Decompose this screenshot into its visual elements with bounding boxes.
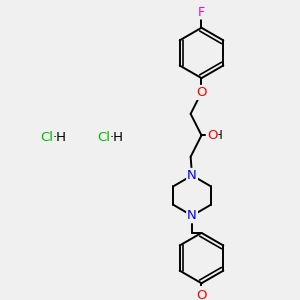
Text: ·H: ·H bbox=[53, 131, 67, 144]
Text: O: O bbox=[207, 129, 217, 142]
Text: H: H bbox=[214, 129, 223, 142]
Text: N: N bbox=[187, 209, 197, 222]
Text: N: N bbox=[187, 169, 197, 182]
Text: Cl: Cl bbox=[40, 131, 53, 144]
Text: Cl: Cl bbox=[98, 131, 111, 144]
Text: O: O bbox=[196, 86, 207, 99]
Text: ·H: ·H bbox=[110, 131, 124, 144]
Text: F: F bbox=[198, 5, 205, 19]
Text: O: O bbox=[196, 289, 207, 300]
